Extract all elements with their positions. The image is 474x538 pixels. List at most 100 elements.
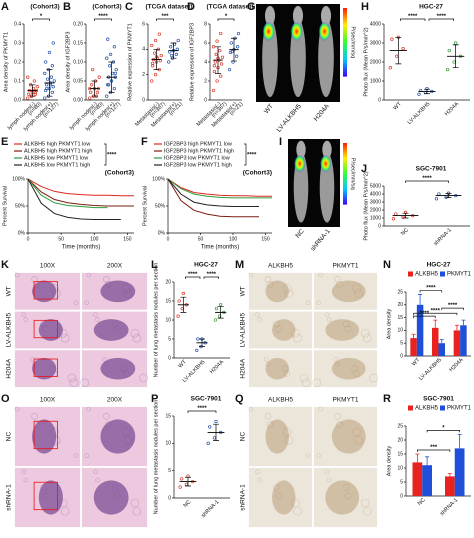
data-point bbox=[219, 303, 223, 307]
legend-swatch bbox=[440, 271, 445, 277]
mouse-head bbox=[296, 140, 306, 159]
row-label: H204A bbox=[6, 358, 13, 379]
tissue-texture bbox=[334, 413, 341, 420]
bar bbox=[422, 465, 432, 496]
mouse-head bbox=[322, 140, 332, 159]
data-point bbox=[219, 62, 224, 66]
zoom-box bbox=[33, 281, 58, 300]
tissue-texture bbox=[299, 373, 309, 383]
data-point bbox=[213, 318, 218, 322]
signal bbox=[293, 154, 306, 173]
error-bar bbox=[199, 338, 205, 347]
significance-label: **** bbox=[188, 272, 198, 278]
column-label: WT bbox=[263, 103, 275, 115]
significance-bracket bbox=[405, 180, 449, 183]
x-tick-label: H204A bbox=[209, 359, 225, 375]
data-point bbox=[26, 75, 30, 79]
tissue-texture bbox=[362, 333, 372, 343]
x-tick-label: 50 bbox=[58, 236, 64, 242]
data-point bbox=[168, 45, 173, 49]
error-bar bbox=[231, 37, 237, 62]
tissue-texture bbox=[265, 362, 271, 367]
x-axis-label: Time (months) bbox=[62, 245, 100, 251]
x-tick-label: shRNA-1 bbox=[433, 227, 453, 247]
significance-bracket bbox=[156, 18, 174, 21]
x-tick-label: 0 bbox=[27, 236, 30, 242]
tissue-texture bbox=[273, 484, 280, 491]
data-point bbox=[26, 96, 30, 100]
data-point bbox=[434, 197, 439, 201]
tissue-texture bbox=[326, 477, 332, 483]
signal bbox=[318, 21, 331, 42]
data-point bbox=[454, 41, 458, 45]
significance-bracket bbox=[399, 18, 426, 21]
tissue-texture bbox=[31, 413, 38, 420]
panel-letter: L bbox=[151, 259, 158, 271]
data-point bbox=[229, 41, 233, 45]
survival-line bbox=[167, 178, 259, 208]
y-tick-label: 0 bbox=[168, 355, 171, 361]
data-point bbox=[184, 482, 189, 486]
mouse-head bbox=[292, 5, 304, 26]
error-bar bbox=[29, 84, 36, 97]
tissue-texture bbox=[264, 413, 272, 420]
tissue-texture bbox=[291, 498, 300, 508]
y-tick-label: 1000 bbox=[370, 78, 381, 84]
tissue-texture bbox=[324, 312, 330, 318]
nodule bbox=[38, 319, 63, 341]
y-axis-label: Number of lung metastasis nodules per se… bbox=[153, 400, 159, 515]
significance-label: **** bbox=[437, 14, 447, 20]
nodule bbox=[32, 357, 57, 380]
significance-bracket bbox=[94, 18, 112, 21]
y-tick-label: 20 bbox=[397, 437, 403, 443]
data-point bbox=[227, 67, 232, 72]
y-axis-label: Relative expression of IGF2BP3 bbox=[189, 23, 195, 101]
tissue-texture bbox=[352, 284, 361, 293]
tissue-texture bbox=[284, 289, 294, 298]
data-point bbox=[152, 51, 157, 55]
y-tick-label: 0% bbox=[18, 230, 26, 236]
tissue-texture bbox=[336, 280, 343, 288]
data-point bbox=[215, 79, 219, 83]
panel-letter: I bbox=[279, 136, 282, 148]
significance-label: **** bbox=[197, 406, 207, 412]
chart-title: SGC-7901 bbox=[416, 166, 447, 173]
tissue-texture bbox=[30, 357, 35, 362]
legend-label: IGF2BP3 low PKMYT1 low bbox=[164, 155, 230, 161]
tissue-texture bbox=[312, 378, 321, 388]
x-tick-label: 100 bbox=[229, 236, 238, 242]
mouse-head bbox=[320, 5, 332, 26]
tissue-texture bbox=[333, 357, 338, 362]
data-point bbox=[445, 67, 450, 72]
significance-label: **** bbox=[431, 308, 441, 314]
y-tick-label: 4000 bbox=[370, 21, 381, 27]
error-bar bbox=[215, 46, 221, 74]
column-header: PKMYT1 bbox=[332, 397, 358, 404]
tissue-texture bbox=[103, 276, 110, 283]
chart-title: SGC-7901 bbox=[423, 396, 454, 403]
y-tick-label: 8 bbox=[204, 21, 207, 27]
tissue-texture bbox=[95, 477, 100, 483]
data-point bbox=[89, 83, 94, 87]
data-point bbox=[150, 79, 154, 83]
error-bar bbox=[433, 319, 438, 328]
tissue-texture bbox=[248, 406, 254, 412]
tissue-texture bbox=[273, 320, 280, 328]
data-point bbox=[214, 52, 218, 57]
tissue-texture bbox=[86, 272, 92, 278]
error-bar bbox=[402, 212, 409, 219]
y-tick-label: 2 bbox=[204, 78, 207, 84]
error-bar bbox=[415, 453, 420, 463]
chart-title: HGC-27 bbox=[419, 4, 443, 11]
tissue-texture bbox=[93, 312, 98, 318]
error-bar bbox=[217, 306, 224, 319]
data-point bbox=[105, 56, 109, 60]
error-bar bbox=[425, 456, 430, 466]
row-label: WT bbox=[240, 286, 247, 296]
y-tick-label: 0.2 bbox=[14, 59, 21, 65]
y-tick-label: 5 bbox=[400, 341, 403, 347]
data-point bbox=[395, 54, 399, 58]
tissue-texture bbox=[351, 365, 358, 372]
panel-letter: F bbox=[141, 136, 148, 148]
